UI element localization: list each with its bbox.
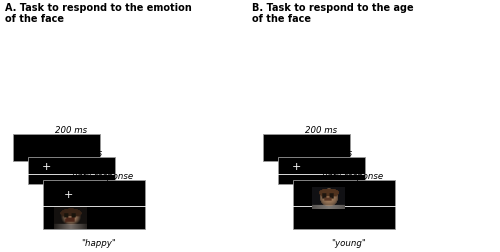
Text: 200 ms: 200 ms	[306, 126, 338, 135]
Bar	[28, 158, 115, 184]
Text: until response: until response	[72, 171, 134, 180]
Text: +: +	[42, 161, 51, 171]
Text: A. Task to respond to the emotion
of the face: A. Task to respond to the emotion of the…	[5, 3, 192, 24]
Text: 500 ms: 500 ms	[70, 148, 102, 158]
Bar	[12, 135, 100, 161]
Bar	[42, 180, 145, 229]
Text: +: +	[64, 189, 73, 199]
Text: B. Task to respond to the age
of the face: B. Task to respond to the age of the fac…	[252, 3, 414, 24]
Text: "young": "young"	[332, 238, 366, 247]
Bar	[262, 135, 350, 161]
Bar	[278, 158, 365, 184]
Text: "happy": "happy"	[82, 238, 116, 247]
Text: 200 ms: 200 ms	[56, 126, 88, 135]
Text: +: +	[292, 161, 302, 171]
Text: until response: until response	[322, 171, 384, 180]
Bar	[292, 180, 395, 229]
Text: 500 ms: 500 ms	[320, 148, 352, 158]
